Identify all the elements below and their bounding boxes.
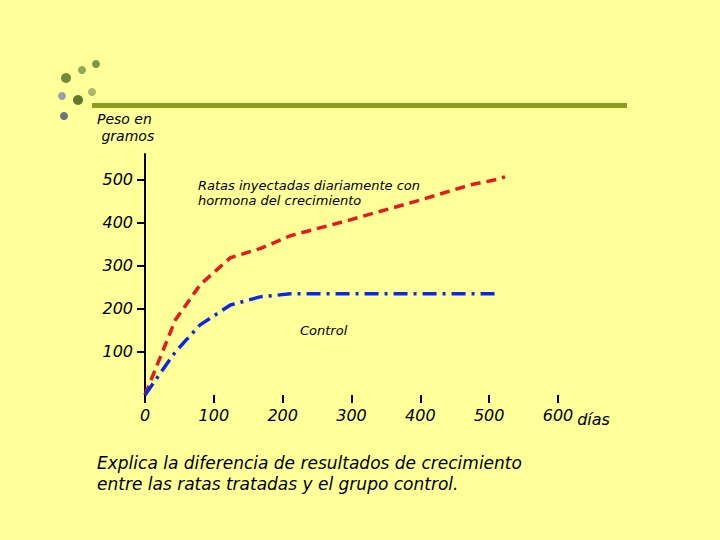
svg-text:500: 500 bbox=[102, 170, 133, 189]
svg-text:300: 300 bbox=[336, 406, 367, 425]
svg-text:300: 300 bbox=[102, 256, 133, 275]
svg-text:500: 500 bbox=[474, 406, 505, 425]
svg-text:hormona del crecimiento: hormona del crecimiento bbox=[198, 193, 361, 208]
svg-text:400: 400 bbox=[405, 406, 436, 425]
svg-text:entre las ratas tratadas y el: entre las ratas tratadas y el grupo cont… bbox=[97, 474, 458, 494]
svg-text:0: 0 bbox=[140, 406, 150, 425]
svg-text:100: 100 bbox=[199, 406, 230, 425]
svg-text:Ratas inyectadas diariamente c: Ratas inyectadas diariamente con bbox=[198, 178, 424, 193]
svg-text:200: 200 bbox=[267, 406, 298, 425]
svg-text:100: 100 bbox=[102, 342, 133, 361]
svg-text:600: 600 bbox=[543, 406, 574, 425]
svg-text:200: 200 bbox=[102, 299, 133, 318]
svg-text:400: 400 bbox=[102, 213, 133, 232]
svg-text:Peso en: Peso en bbox=[97, 111, 152, 127]
svg-text:gramos: gramos bbox=[97, 128, 154, 144]
svg-text:Explica la diferencia de resul: Explica la diferencia de resultados de c… bbox=[97, 453, 527, 473]
svg-text:Control: Control bbox=[300, 323, 348, 338]
svg-text:días: días bbox=[577, 410, 610, 429]
